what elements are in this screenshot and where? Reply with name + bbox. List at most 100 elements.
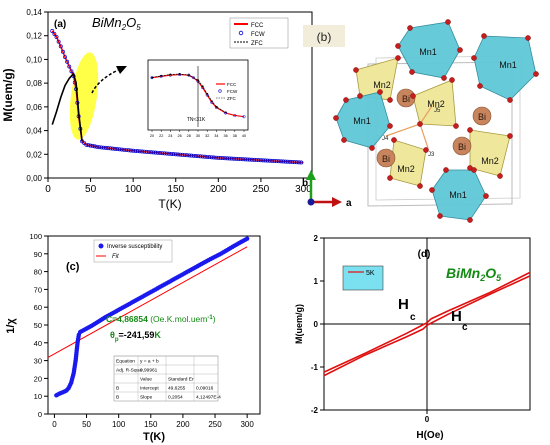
a-inset-tn-label: TN≈31K xyxy=(187,117,206,123)
a-fcw-point xyxy=(272,159,277,163)
a-inset-zfc-point xyxy=(211,100,213,102)
a-fcw-point xyxy=(90,144,95,148)
b-bond-j3 xyxy=(419,123,429,149)
a-fcw-point xyxy=(58,44,63,49)
a-fcw-point xyxy=(189,153,194,158)
a-inset-fcw-point xyxy=(242,115,246,119)
a-fcw-point xyxy=(115,147,120,152)
a-fcw-point xyxy=(236,157,241,161)
c-table-cell: Equation xyxy=(116,359,135,365)
d-ytick-label: -1 xyxy=(311,363,319,372)
a-fcw-point xyxy=(218,156,223,160)
d-legend-box xyxy=(342,265,384,291)
a-fcw-point xyxy=(256,158,261,163)
a-legend-fcw: FCW xyxy=(251,32,265,38)
a-fcw-point xyxy=(198,154,203,159)
a-xtick-label: 150 xyxy=(167,184,184,195)
a-fcw-point xyxy=(108,146,113,151)
a-xtick-label: 300 xyxy=(295,184,312,195)
a-inset-xtick-label: 32 xyxy=(205,134,209,138)
a-fcw-point xyxy=(276,159,281,164)
a-fcw-point xyxy=(50,29,55,33)
b-oxygen-atom xyxy=(377,89,383,95)
b-bi-label-1: Bi xyxy=(402,94,410,104)
d-ytick-label: 1 xyxy=(314,277,319,286)
a-fcw-point xyxy=(158,151,163,155)
a-arrow xyxy=(91,69,119,94)
a-inset-zfc-point xyxy=(215,105,218,108)
a-legend: FCC FCW ZFC xyxy=(229,17,289,49)
a-fcw-point xyxy=(247,157,252,162)
c-ytick-label: 0 xyxy=(38,410,42,419)
a-ytick-label: 0,00 xyxy=(26,174,42,183)
d-title: BiMn2O5 xyxy=(446,265,502,283)
a-axes xyxy=(47,11,313,179)
a-fcw-point xyxy=(84,142,89,147)
b-oxygen-atom xyxy=(387,97,393,103)
c-legend-box xyxy=(93,239,173,263)
c-table-cell: B xyxy=(116,395,119,401)
a-fcw-point xyxy=(124,148,129,152)
b-oxygen-atom xyxy=(441,75,447,81)
b-bi-atom-3 xyxy=(376,148,396,168)
a-fcw-point xyxy=(86,143,91,148)
a-inset-zfc-point xyxy=(201,85,204,88)
a-fcw-point xyxy=(155,150,160,155)
c-series-fit xyxy=(47,246,248,358)
a-fcw-point xyxy=(290,160,295,164)
d-hc-left-h: H xyxy=(398,296,409,313)
c-ytick-label: 40 xyxy=(34,339,42,348)
d-xlabel: H(Oe) xyxy=(416,430,443,441)
a-xtick-label: 250 xyxy=(253,184,270,195)
c-table-cell: 49,6255 xyxy=(168,386,186,392)
a-fcw-point xyxy=(205,154,210,159)
a-legend-fcc: FCC xyxy=(251,23,264,29)
a-fcw-point xyxy=(167,151,171,156)
d-hc-right: H c xyxy=(451,308,468,333)
c-table-cell: Adj. R-Squa xyxy=(116,368,142,374)
a-fcw-point xyxy=(131,148,136,153)
b-mn1-label-top: Mn1 xyxy=(419,47,437,57)
b-oxygen-atom xyxy=(457,47,463,53)
b-bi-atom-1 xyxy=(396,88,416,108)
b-mn2-label-center: Mn2 xyxy=(427,99,445,109)
a-ytick-label: 0,08 xyxy=(26,79,42,88)
a-fcw-point xyxy=(261,158,266,163)
a-fcw-point xyxy=(254,158,259,162)
b-axis-a-head xyxy=(332,197,342,207)
a-inset-xtick-label: 26 xyxy=(177,134,181,138)
a-fcw-point xyxy=(238,157,243,162)
a-ytick-label: 0,06 xyxy=(26,103,42,112)
a-fcw-point xyxy=(52,31,57,36)
b-oxygen-atom xyxy=(343,97,349,103)
b-oxygen-atom xyxy=(429,187,435,193)
a-fcw-point xyxy=(128,148,133,153)
a-inset-tick-group: 20 22 24 26 28 30 32 34 36 38 40 xyxy=(150,130,246,138)
d-hc-right-c: c xyxy=(462,322,468,333)
d-hc-right-h: H xyxy=(451,308,462,325)
c-xtick-label: 0 xyxy=(52,420,57,429)
a-inset-xtick-label: 30 xyxy=(196,134,200,138)
b-oxygen-atom xyxy=(333,115,339,121)
b-unit-cell-front xyxy=(367,61,513,207)
c-ytick-label: 90 xyxy=(34,250,42,259)
a-fcw-point xyxy=(160,151,165,156)
c-annotation-c: C=4,86854 (Oe.K.mol.uem-1) xyxy=(106,314,216,324)
a-fcw-point xyxy=(249,157,254,162)
a-xtick-label: 200 xyxy=(210,184,227,195)
c-table-cell: Slope xyxy=(140,395,153,401)
a-fcw-point xyxy=(153,150,158,155)
a-legend-box xyxy=(229,17,289,49)
c-legend-inv-swatch xyxy=(98,243,104,249)
a-fcw-point xyxy=(270,158,275,163)
a-fcw-point xyxy=(209,155,214,160)
b-oxygen-atom xyxy=(483,193,489,199)
d-legend-5k: 5K xyxy=(366,270,375,277)
a-fcw-point xyxy=(162,151,167,156)
c-xtick-label: 250 xyxy=(208,420,222,429)
a-fcw-point xyxy=(191,153,196,158)
b-oxygen-atom xyxy=(341,137,347,143)
a-xlabel: T(K) xyxy=(158,197,181,211)
b-mn1-label-topright: Mn1 xyxy=(499,60,517,70)
c-ytick-label: 100 xyxy=(29,232,42,241)
